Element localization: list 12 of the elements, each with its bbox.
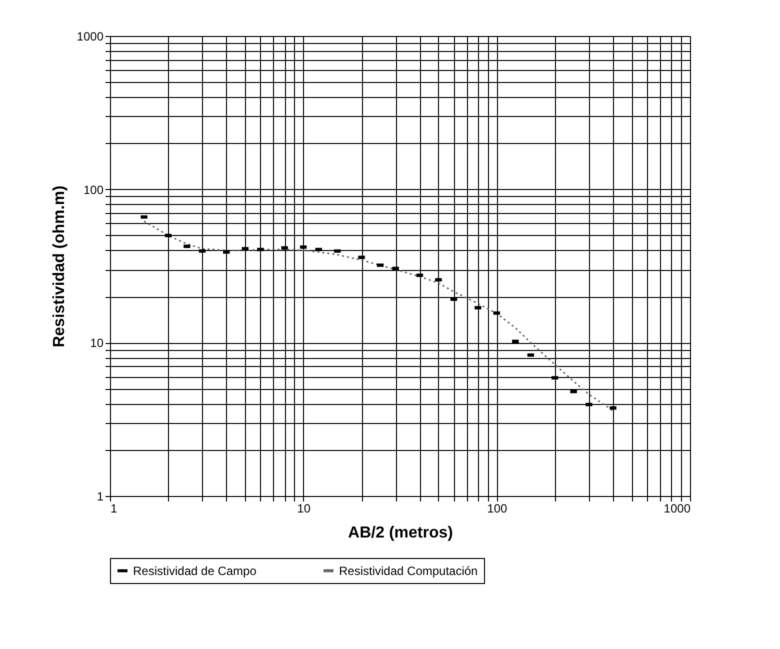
y-tick-label: 100	[83, 182, 104, 197]
legend-label: Resistividad Computación	[339, 564, 478, 578]
y-tick-label: 1	[96, 490, 104, 504]
y-tick-label: 1000	[76, 30, 104, 44]
x-tick-label: 1000	[664, 502, 691, 516]
y-tick-label: 10	[90, 336, 104, 350]
x-tick-label: 100	[487, 502, 508, 516]
x-tick-label: 1	[110, 502, 118, 516]
x-axis-title: AB/2 (metros)	[348, 524, 453, 542]
legend-label: Resistividad de Campo	[133, 564, 257, 578]
y-axis-title: Resistividad (ohm.m)	[50, 186, 68, 348]
x-tick-label: 10	[297, 502, 311, 516]
